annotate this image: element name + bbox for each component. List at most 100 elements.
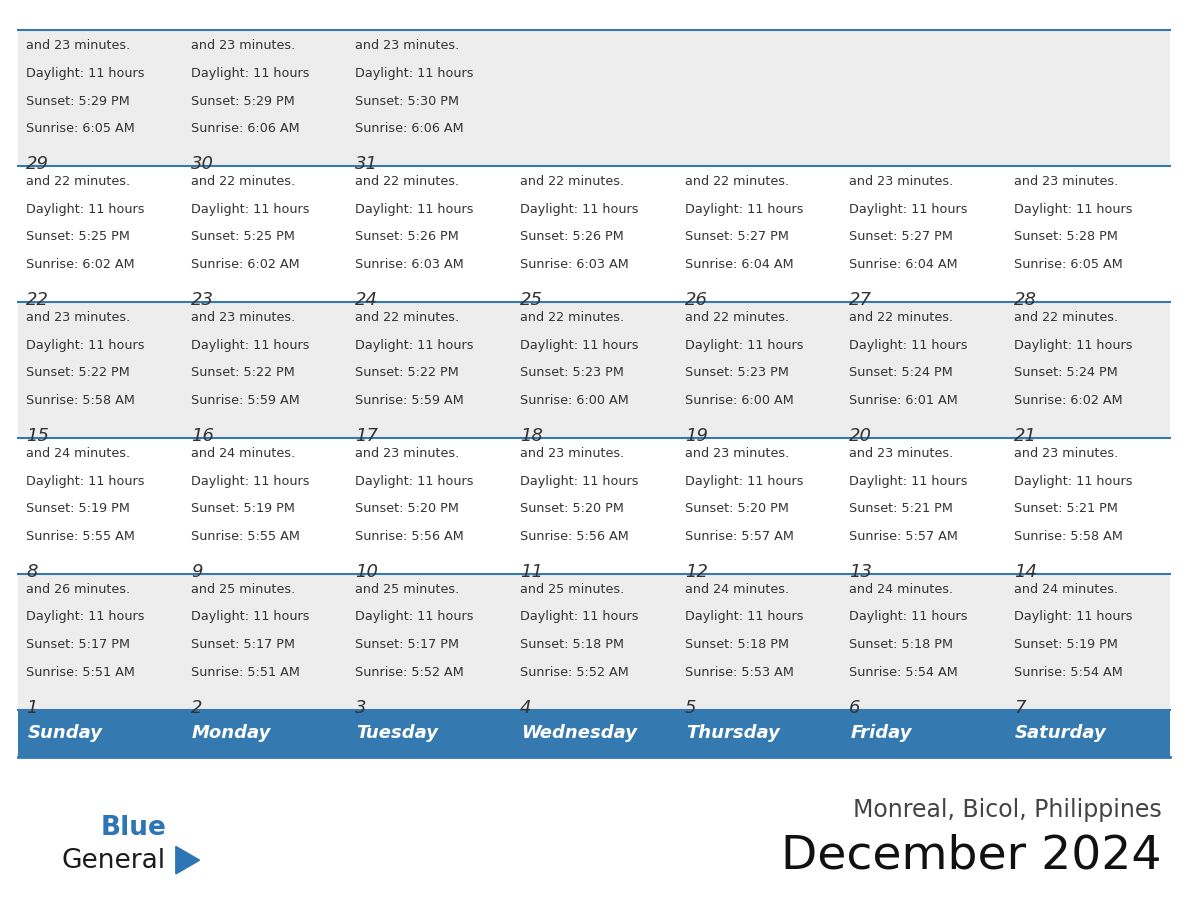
Text: Sunrise: 6:01 AM: Sunrise: 6:01 AM <box>849 394 958 407</box>
Text: 10: 10 <box>355 563 379 581</box>
Text: and 23 minutes.: and 23 minutes. <box>191 311 295 324</box>
Text: Sunset: 5:29 PM: Sunset: 5:29 PM <box>26 95 129 107</box>
Text: and 22 minutes.: and 22 minutes. <box>849 311 954 324</box>
Text: 13: 13 <box>849 563 872 581</box>
Text: December 2024: December 2024 <box>782 833 1162 879</box>
Text: Daylight: 11 hours: Daylight: 11 hours <box>355 203 474 216</box>
Text: Sunrise: 5:54 AM: Sunrise: 5:54 AM <box>849 666 958 678</box>
Text: Monreal, Bicol, Philippines: Monreal, Bicol, Philippines <box>853 798 1162 822</box>
Text: Daylight: 11 hours: Daylight: 11 hours <box>26 203 145 216</box>
Text: Sunrise: 6:03 AM: Sunrise: 6:03 AM <box>520 258 628 271</box>
Text: 27: 27 <box>849 291 872 309</box>
Text: Saturday: Saturday <box>1015 724 1107 743</box>
Text: Sunrise: 6:02 AM: Sunrise: 6:02 AM <box>26 258 134 271</box>
Text: Sunrise: 5:57 AM: Sunrise: 5:57 AM <box>684 530 794 543</box>
Text: and 24 minutes.: and 24 minutes. <box>849 583 954 596</box>
Text: Thursday: Thursday <box>685 724 779 743</box>
Text: Daylight: 11 hours: Daylight: 11 hours <box>1013 339 1132 352</box>
Text: Daylight: 11 hours: Daylight: 11 hours <box>520 339 638 352</box>
Text: Daylight: 11 hours: Daylight: 11 hours <box>191 610 309 623</box>
Text: 18: 18 <box>520 427 543 445</box>
Text: Friday: Friday <box>851 724 912 743</box>
Text: 7: 7 <box>1013 699 1025 717</box>
Text: and 22 minutes.: and 22 minutes. <box>520 175 624 188</box>
Text: Sunset: 5:27 PM: Sunset: 5:27 PM <box>849 230 953 243</box>
Text: and 22 minutes.: and 22 minutes. <box>191 175 295 188</box>
Text: Sunrise: 5:54 AM: Sunrise: 5:54 AM <box>1013 666 1123 678</box>
Text: and 22 minutes.: and 22 minutes. <box>520 311 624 324</box>
Text: and 23 minutes.: and 23 minutes. <box>355 39 460 52</box>
Text: Sunset: 5:24 PM: Sunset: 5:24 PM <box>849 366 953 379</box>
Text: 16: 16 <box>191 427 214 445</box>
Text: Daylight: 11 hours: Daylight: 11 hours <box>191 203 309 216</box>
Text: and 23 minutes.: and 23 minutes. <box>26 311 131 324</box>
Text: Sunrise: 5:59 AM: Sunrise: 5:59 AM <box>355 394 465 407</box>
Text: Sunset: 5:21 PM: Sunset: 5:21 PM <box>849 502 953 515</box>
Text: 11: 11 <box>520 563 543 581</box>
Text: Daylight: 11 hours: Daylight: 11 hours <box>684 610 803 623</box>
Text: Sunrise: 5:55 AM: Sunrise: 5:55 AM <box>191 530 299 543</box>
FancyBboxPatch shape <box>18 710 1170 757</box>
Text: and 22 minutes.: and 22 minutes. <box>355 311 460 324</box>
FancyBboxPatch shape <box>18 574 1170 710</box>
Text: Sunrise: 5:53 AM: Sunrise: 5:53 AM <box>684 666 794 678</box>
Text: Daylight: 11 hours: Daylight: 11 hours <box>684 475 803 487</box>
Text: Daylight: 11 hours: Daylight: 11 hours <box>191 475 309 487</box>
Text: Sunrise: 5:51 AM: Sunrise: 5:51 AM <box>26 666 135 678</box>
Text: 4: 4 <box>520 699 531 717</box>
Text: 29: 29 <box>26 155 49 174</box>
Text: 28: 28 <box>1013 291 1037 309</box>
Text: and 22 minutes.: and 22 minutes. <box>355 175 460 188</box>
Text: and 22 minutes.: and 22 minutes. <box>1013 311 1118 324</box>
Text: Sunset: 5:19 PM: Sunset: 5:19 PM <box>26 502 129 515</box>
Text: Daylight: 11 hours: Daylight: 11 hours <box>26 475 145 487</box>
Text: Sunrise: 5:52 AM: Sunrise: 5:52 AM <box>355 666 465 678</box>
Text: Sunset: 5:22 PM: Sunset: 5:22 PM <box>191 366 295 379</box>
Text: Sunset: 5:17 PM: Sunset: 5:17 PM <box>191 638 295 651</box>
Text: and 23 minutes.: and 23 minutes. <box>520 447 624 460</box>
FancyBboxPatch shape <box>18 30 1170 166</box>
Text: Sunrise: 6:02 AM: Sunrise: 6:02 AM <box>191 258 299 271</box>
Text: 5: 5 <box>684 699 696 717</box>
Text: General: General <box>62 848 166 874</box>
Text: Sunset: 5:17 PM: Sunset: 5:17 PM <box>26 638 131 651</box>
Text: and 23 minutes.: and 23 minutes. <box>1013 447 1118 460</box>
Text: 19: 19 <box>684 427 708 445</box>
Text: Sunset: 5:26 PM: Sunset: 5:26 PM <box>520 230 624 243</box>
Text: Sunrise: 6:02 AM: Sunrise: 6:02 AM <box>1013 394 1123 407</box>
Text: Daylight: 11 hours: Daylight: 11 hours <box>1013 475 1132 487</box>
Text: 30: 30 <box>191 155 214 174</box>
Text: Sunset: 5:17 PM: Sunset: 5:17 PM <box>355 638 460 651</box>
Text: 23: 23 <box>191 291 214 309</box>
Text: and 23 minutes.: and 23 minutes. <box>26 39 131 52</box>
Text: Sunrise: 6:00 AM: Sunrise: 6:00 AM <box>684 394 794 407</box>
Text: 3: 3 <box>355 699 367 717</box>
Text: Sunset: 5:20 PM: Sunset: 5:20 PM <box>355 502 460 515</box>
Text: Sunset: 5:27 PM: Sunset: 5:27 PM <box>684 230 789 243</box>
Text: Sunset: 5:25 PM: Sunset: 5:25 PM <box>191 230 295 243</box>
Text: 17: 17 <box>355 427 379 445</box>
Text: Daylight: 11 hours: Daylight: 11 hours <box>26 610 145 623</box>
Text: Daylight: 11 hours: Daylight: 11 hours <box>520 203 638 216</box>
Text: and 23 minutes.: and 23 minutes. <box>355 447 460 460</box>
Text: Sunset: 5:22 PM: Sunset: 5:22 PM <box>26 366 129 379</box>
Text: Sunset: 5:18 PM: Sunset: 5:18 PM <box>520 638 624 651</box>
Text: Sunset: 5:23 PM: Sunset: 5:23 PM <box>520 366 624 379</box>
Text: and 22 minutes.: and 22 minutes. <box>684 311 789 324</box>
Text: 22: 22 <box>26 291 49 309</box>
Text: Sunrise: 6:03 AM: Sunrise: 6:03 AM <box>355 258 465 271</box>
Text: Sunset: 5:30 PM: Sunset: 5:30 PM <box>355 95 460 107</box>
Text: 9: 9 <box>191 563 202 581</box>
Text: 1: 1 <box>26 699 38 717</box>
Text: Daylight: 11 hours: Daylight: 11 hours <box>26 67 145 80</box>
Text: Wednesday: Wednesday <box>522 724 637 743</box>
Text: Sunrise: 5:56 AM: Sunrise: 5:56 AM <box>355 530 465 543</box>
Text: 14: 14 <box>1013 563 1037 581</box>
Text: Sunrise: 6:06 AM: Sunrise: 6:06 AM <box>355 122 465 135</box>
FancyBboxPatch shape <box>18 302 1170 438</box>
Text: 2: 2 <box>191 699 202 717</box>
Text: Sunrise: 5:58 AM: Sunrise: 5:58 AM <box>1013 530 1123 543</box>
Text: Sunset: 5:20 PM: Sunset: 5:20 PM <box>684 502 789 515</box>
Text: and 25 minutes.: and 25 minutes. <box>520 583 624 596</box>
Text: Daylight: 11 hours: Daylight: 11 hours <box>355 67 474 80</box>
